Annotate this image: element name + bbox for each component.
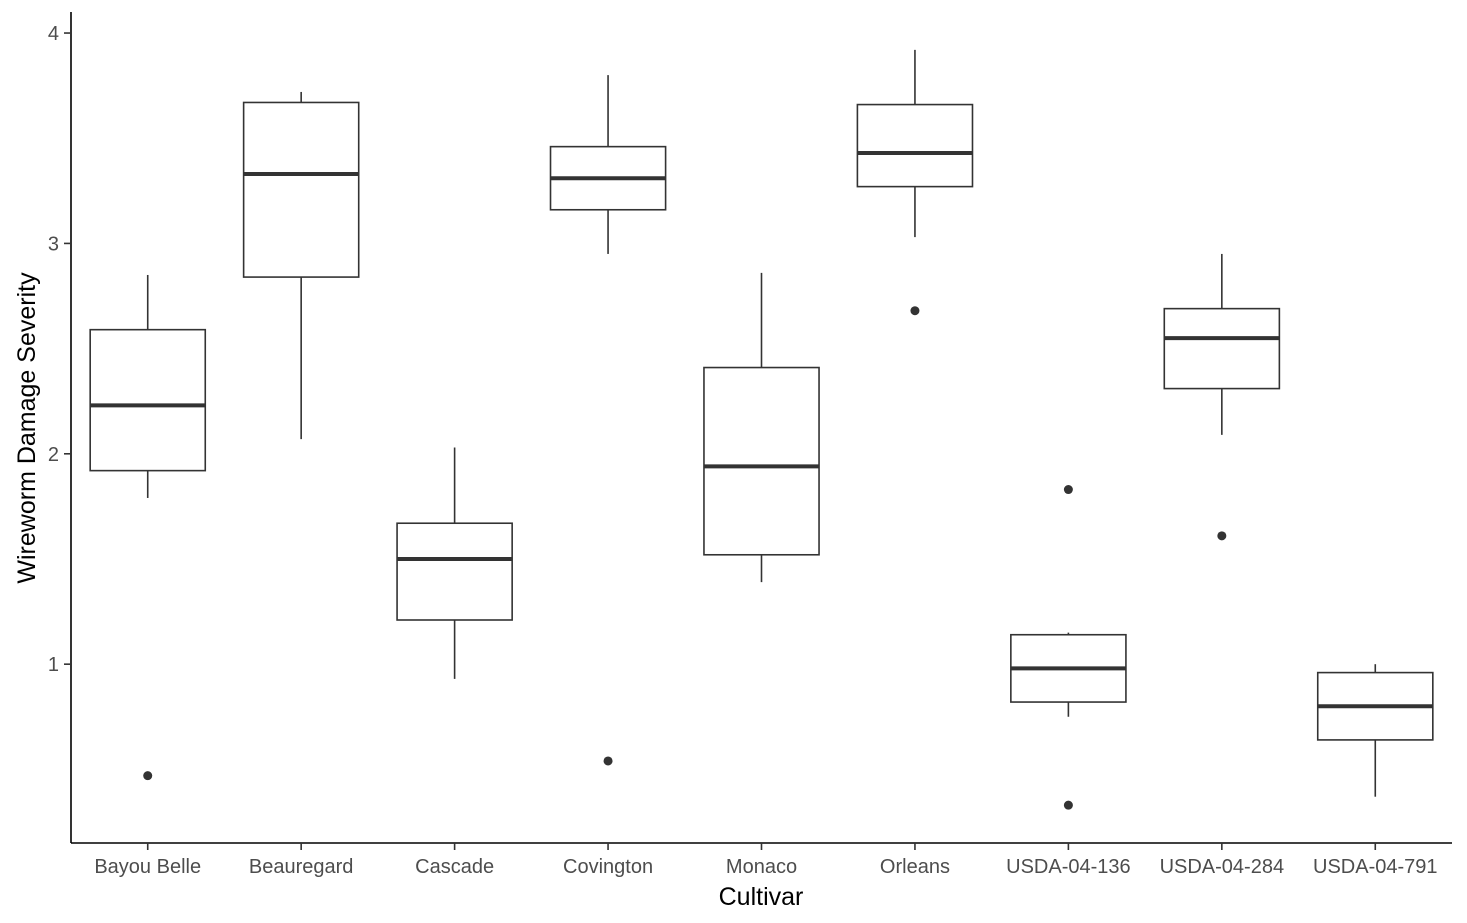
box-group	[703, 272, 820, 583]
box-group	[242, 91, 360, 440]
outlier-point	[910, 306, 920, 316]
x-axis-title: Cultivar	[719, 883, 804, 911]
outlier-point	[1217, 531, 1227, 541]
box-group	[1010, 485, 1127, 810]
box-group	[1163, 253, 1281, 541]
x-tick-label: Cascade	[415, 856, 494, 878]
y-tick-label: 3	[48, 233, 59, 255]
x-tick-label: Orleans	[880, 856, 950, 878]
iqr-box	[396, 522, 513, 621]
x-tick-label: Monaco	[726, 856, 797, 878]
x-tick-label: USDA-04-791	[1313, 856, 1438, 878]
y-axis-title: Wireworm Damage Severity	[13, 272, 41, 584]
y-tick-label: 4	[48, 23, 59, 45]
y-tick-label: 2	[48, 444, 59, 466]
outlier-point	[603, 756, 613, 766]
outlier-point	[143, 771, 153, 781]
iqr-box	[703, 366, 820, 556]
box-group	[856, 49, 974, 316]
x-axis: Bayou Belle Beauregard Cascade Covington Mon…	[94, 843, 1438, 878]
x-tick-label: Covington	[563, 856, 653, 878]
y-axis: 1 2 3 4	[48, 23, 71, 676]
iqr-box	[1163, 307, 1281, 390]
box-group	[396, 447, 513, 679]
plot-area	[89, 49, 1434, 810]
box-group	[549, 75, 667, 766]
box-group	[1316, 664, 1434, 797]
y-tick-label: 1	[48, 654, 59, 676]
iqr-box	[856, 103, 974, 188]
x-tick-label: USDA-04-136	[1006, 856, 1131, 878]
x-tick-label: Beauregard	[249, 856, 354, 878]
iqr-box	[89, 328, 207, 472]
iqr-box	[242, 101, 360, 278]
outlier-point	[1063, 485, 1073, 495]
x-tick-label: USDA-04-284	[1160, 856, 1285, 878]
outlier-point	[1063, 800, 1073, 810]
box-group	[89, 274, 207, 781]
x-tick-label: Bayou Belle	[94, 856, 201, 878]
